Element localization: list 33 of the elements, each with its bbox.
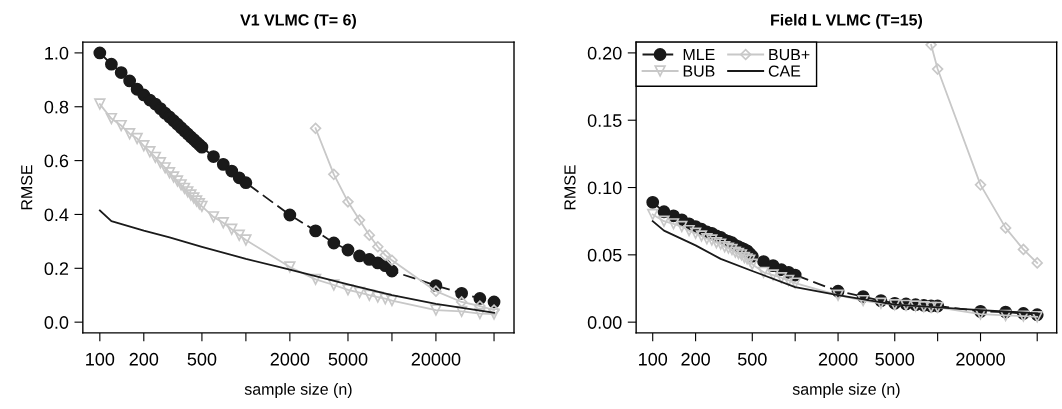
x-axis-title: sample size (n) <box>244 383 352 398</box>
legend-label: BUB <box>683 65 715 77</box>
legend-label: CAE <box>768 65 801 77</box>
chart-title: V1 VLMC (T= 6) <box>240 13 356 29</box>
y-tick-label: 1.0 <box>45 46 69 60</box>
y-tick-label: 0.2 <box>44 262 69 276</box>
x-tick-label: 20000 <box>956 352 1005 366</box>
y-axis-title: RMSE <box>21 165 33 210</box>
y-tick-label: 0.05 <box>587 248 622 262</box>
legend-label: MLE <box>683 49 715 61</box>
y-tick-label: 0.4 <box>44 208 69 222</box>
x-tick-label: 200 <box>129 352 159 366</box>
y-axis-title: RMSE <box>564 165 576 210</box>
x-tick-label: 5000 <box>328 352 368 366</box>
y-tick-label: 0.10 <box>587 181 622 195</box>
x-tick-label: 100 <box>86 352 115 366</box>
y-tick-label: 0.15 <box>587 114 622 127</box>
x-tick-label: 100 <box>639 352 668 366</box>
x-tick-label: 2000 <box>270 352 310 366</box>
x-tick-label: 500 <box>187 352 217 366</box>
x-tick-label: 20000 <box>411 352 461 366</box>
x-tick-label: 5000 <box>875 352 915 366</box>
legend-label: BUB+ <box>769 49 810 61</box>
chart-title: Field L VLMC (T=15) <box>771 13 923 29</box>
y-tick-label: 0.20 <box>587 46 622 60</box>
y-tick-label: 0.6 <box>44 154 69 168</box>
y-tick-label: 0.8 <box>44 100 69 114</box>
x-axis-title: sample size (n) <box>792 383 900 398</box>
x-tick-label: 200 <box>681 352 710 366</box>
y-tick-label: 0.0 <box>44 316 69 329</box>
y-tick-label: 0.00 <box>587 316 622 329</box>
x-tick-label: 2000 <box>818 352 858 366</box>
x-tick-label: 500 <box>737 352 767 366</box>
